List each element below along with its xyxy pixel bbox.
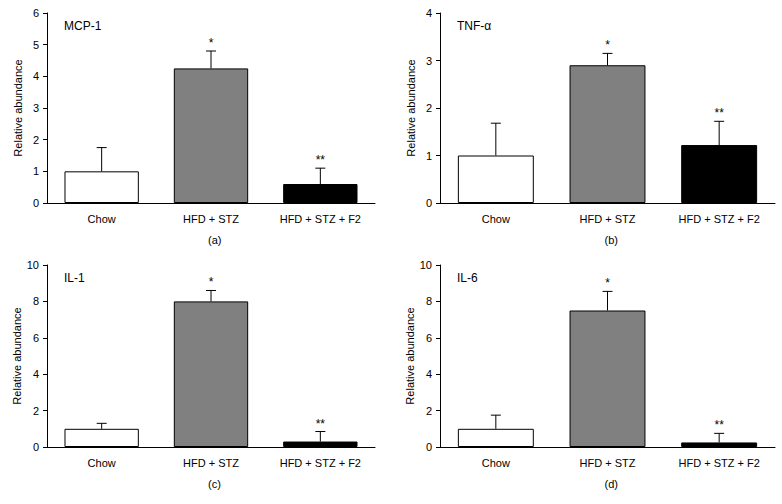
svg-text:*: *	[209, 36, 214, 50]
svg-text:Relative abundance: Relative abundance	[12, 59, 24, 156]
svg-text:IL-6: IL-6	[457, 271, 478, 285]
svg-text:6: 6	[33, 332, 39, 344]
svg-text:6: 6	[33, 7, 39, 19]
svg-text:1: 1	[33, 165, 39, 177]
svg-text:HFD + STZ: HFD + STZ	[183, 213, 239, 225]
svg-text:4: 4	[33, 368, 39, 380]
svg-text:3: 3	[33, 102, 39, 114]
svg-text:**: **	[316, 153, 326, 167]
svg-text:**: **	[714, 106, 724, 120]
svg-text:8: 8	[33, 295, 39, 307]
svg-text:4: 4	[426, 368, 432, 380]
svg-text:HFD + STZ + F2: HFD + STZ + F2	[679, 213, 760, 225]
svg-text:TNF-α: TNF-α	[457, 19, 491, 33]
svg-text:*: *	[605, 276, 610, 290]
svg-text:(d): (d)	[605, 478, 618, 490]
svg-text:(b): (b)	[605, 234, 618, 246]
svg-text:(a): (a)	[208, 234, 221, 246]
svg-text:3: 3	[426, 55, 432, 67]
svg-text:HFD + STZ: HFD + STZ	[183, 457, 239, 469]
svg-text:Chow: Chow	[88, 213, 116, 225]
svg-text:HFD + STZ: HFD + STZ	[580, 213, 636, 225]
svg-text:Chow: Chow	[482, 213, 510, 225]
svg-text:**: **	[316, 417, 326, 431]
svg-text:5: 5	[33, 39, 39, 51]
svg-text:Relative abundance: Relative abundance	[405, 59, 417, 156]
svg-text:2: 2	[33, 134, 39, 146]
svg-text:HFD + STZ + F2: HFD + STZ + F2	[280, 457, 361, 469]
svg-text:**: **	[714, 418, 724, 432]
svg-text:Relative abundance: Relative abundance	[404, 307, 416, 404]
svg-text:Relative abundance: Relative abundance	[11, 307, 23, 404]
svg-text:HFD + STZ + F2: HFD + STZ + F2	[280, 213, 361, 225]
svg-text:HFD + STZ + F2: HFD + STZ + F2	[679, 457, 760, 469]
svg-text:4: 4	[426, 7, 432, 19]
svg-text:10: 10	[27, 259, 39, 271]
svg-text:MCP-1: MCP-1	[64, 19, 102, 33]
svg-text:0: 0	[33, 441, 39, 453]
svg-text:*: *	[605, 38, 610, 52]
svg-text:IL-1: IL-1	[64, 271, 85, 285]
svg-text:*: *	[209, 275, 214, 289]
svg-text:4: 4	[33, 70, 39, 82]
svg-text:0: 0	[426, 197, 432, 209]
svg-text:2: 2	[33, 405, 39, 417]
svg-text:0: 0	[426, 441, 432, 453]
svg-text:Chow: Chow	[482, 457, 510, 469]
svg-text:HFD + STZ: HFD + STZ	[580, 457, 636, 469]
svg-text:0: 0	[33, 197, 39, 209]
svg-text:1: 1	[426, 150, 432, 162]
svg-text:Chow: Chow	[88, 457, 116, 469]
svg-text:2: 2	[426, 102, 432, 114]
svg-text:2: 2	[426, 405, 432, 417]
svg-text:10: 10	[420, 259, 432, 271]
svg-text:(c): (c)	[208, 478, 221, 490]
svg-text:8: 8	[426, 295, 432, 307]
svg-text:6: 6	[426, 332, 432, 344]
